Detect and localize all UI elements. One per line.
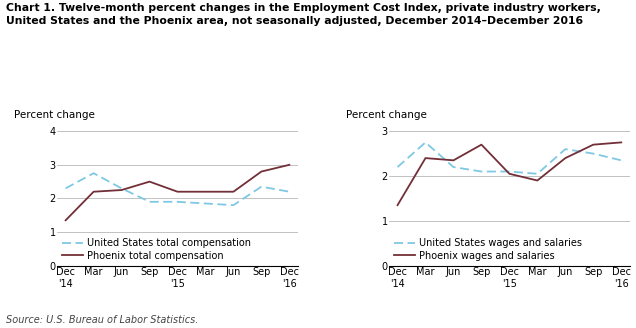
United States wages and salaries — [422, 140, 429, 144]
United States wages and salaries — [534, 172, 541, 176]
United States wages and salaries — [618, 158, 625, 162]
United States total compensation — [62, 186, 69, 190]
Phoenix total compensation — [258, 170, 265, 174]
Text: Percent change: Percent change — [14, 111, 95, 120]
Line: Phoenix total compensation: Phoenix total compensation — [66, 165, 289, 220]
United States wages and salaries — [394, 165, 401, 169]
United States total compensation — [286, 190, 293, 194]
United States total compensation — [174, 200, 181, 204]
United States wages and salaries — [562, 147, 569, 151]
Text: Percent change: Percent change — [346, 111, 427, 120]
Text: Chart 1. Twelve-month percent changes in the Employment Cost Index, private indu: Chart 1. Twelve-month percent changes in… — [6, 3, 601, 27]
United States wages and salaries — [590, 152, 597, 155]
Phoenix wages and salaries — [590, 143, 597, 147]
Text: Source: U.S. Bureau of Labor Statistics.: Source: U.S. Bureau of Labor Statistics. — [6, 315, 198, 325]
United States total compensation — [202, 201, 209, 205]
Phoenix wages and salaries — [394, 203, 401, 207]
Phoenix total compensation — [174, 190, 181, 194]
United States total compensation — [258, 185, 265, 189]
Line: United States total compensation: United States total compensation — [66, 173, 289, 205]
Phoenix wages and salaries — [534, 178, 541, 182]
Line: Phoenix wages and salaries: Phoenix wages and salaries — [398, 142, 621, 205]
Phoenix total compensation — [230, 190, 237, 194]
United States total compensation — [90, 171, 97, 175]
Line: United States wages and salaries: United States wages and salaries — [398, 142, 621, 174]
Phoenix total compensation — [90, 190, 97, 194]
United States total compensation — [230, 203, 237, 207]
United States total compensation — [146, 200, 153, 204]
Phoenix wages and salaries — [422, 156, 429, 160]
Phoenix wages and salaries — [562, 156, 569, 160]
United States wages and salaries — [478, 170, 485, 174]
Phoenix total compensation — [118, 188, 125, 192]
Phoenix total compensation — [146, 180, 153, 184]
Phoenix total compensation — [286, 163, 293, 167]
Legend: United States total compensation, Phoenix total compensation: United States total compensation, Phoeni… — [62, 238, 251, 261]
Phoenix total compensation — [62, 218, 69, 222]
Legend: United States wages and salaries, Phoenix wages and salaries: United States wages and salaries, Phoeni… — [394, 238, 583, 261]
Phoenix wages and salaries — [450, 158, 457, 162]
United States wages and salaries — [506, 170, 513, 174]
United States wages and salaries — [450, 165, 457, 169]
Phoenix total compensation — [202, 190, 209, 194]
Phoenix wages and salaries — [618, 140, 625, 144]
Phoenix wages and salaries — [478, 143, 485, 147]
Phoenix wages and salaries — [506, 172, 513, 176]
United States total compensation — [118, 186, 125, 190]
